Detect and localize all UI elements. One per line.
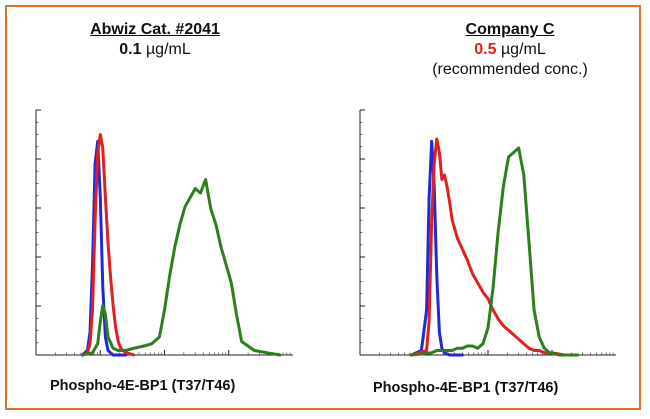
left-conc-unit: µg/mL [141, 41, 191, 58]
right-plot-area [360, 110, 616, 355]
right-series-green-line [409, 146, 580, 357]
right-x-axis-label: Phospho-4E-BP1 (T37/T46) [373, 380, 559, 396]
left-series-red-line [80, 133, 136, 357]
right-panel-title: Company C [465, 21, 555, 38]
right-conc-unit: µg/mL [496, 41, 546, 58]
left-series-green-line [80, 178, 282, 357]
right-panel-concentration: 0.5 µg/mL [380, 40, 640, 60]
right-panel-header: Company C 0.5 µg/mL (recommended conc.) [380, 20, 640, 80]
right-panel-note: (recommended conc.) [432, 61, 588, 78]
right-conc-value: 0.5 [474, 41, 497, 58]
left-conc-value: 0.1 [119, 41, 142, 58]
right-series-blue-line [409, 139, 464, 357]
right-series-red-line [409, 137, 580, 357]
left-panel-header: Abwiz Cat. #2041 0.1 µg/mL [50, 20, 260, 60]
left-plot-area [36, 110, 293, 355]
left-panel-concentration: 0.1 µg/mL [50, 40, 260, 60]
left-panel-title: Abwiz Cat. #2041 [90, 21, 220, 38]
left-x-axis-label: Phospho-4E-BP1 (T37/T46) [50, 378, 236, 394]
